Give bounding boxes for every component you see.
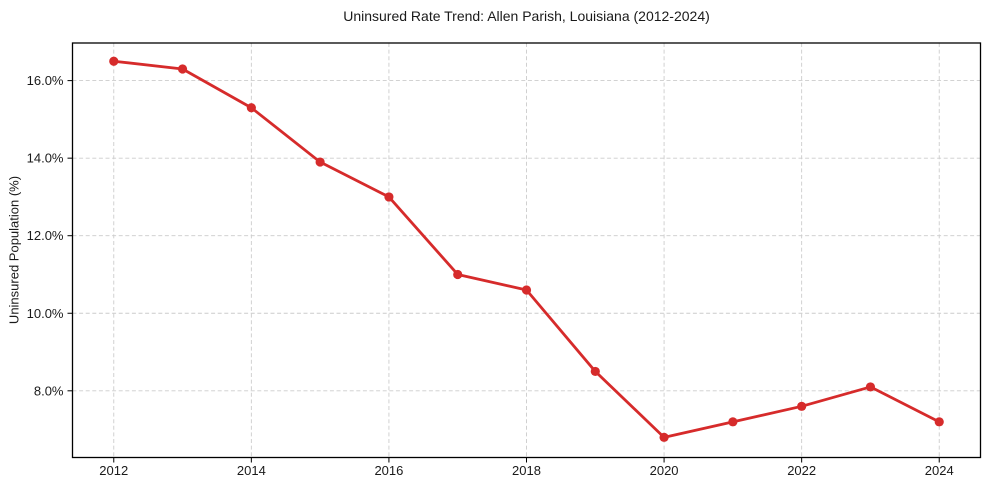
data-point bbox=[109, 56, 119, 66]
y-tick-label: 8.0% bbox=[34, 383, 64, 398]
y-tick-label: 10.0% bbox=[27, 306, 64, 321]
data-point bbox=[177, 64, 188, 74]
data-point bbox=[797, 401, 807, 411]
y-tick-label: 14.0% bbox=[27, 151, 64, 166]
x-tick-label: 2022 bbox=[787, 463, 816, 478]
data-point bbox=[453, 269, 463, 280]
x-tick-label: 2014 bbox=[237, 463, 266, 478]
data-point bbox=[246, 103, 256, 113]
x-tick-label: 2018 bbox=[512, 463, 541, 478]
data-point bbox=[728, 417, 738, 427]
data-point bbox=[521, 285, 532, 295]
chart-title: Uninsured Rate Trend: Allen Parish, Loui… bbox=[343, 8, 710, 24]
y-tick-label: 12.0% bbox=[27, 228, 64, 243]
x-tick-label: 2024 bbox=[925, 463, 954, 478]
data-point bbox=[384, 192, 394, 202]
data-point bbox=[315, 157, 325, 167]
x-tick-label: 2016 bbox=[374, 463, 403, 478]
x-tick-label: 2012 bbox=[99, 463, 128, 478]
x-tick-label: 2020 bbox=[650, 463, 679, 478]
axis-frame bbox=[71, 42, 982, 459]
data-point bbox=[934, 417, 944, 427]
data-point bbox=[590, 366, 600, 377]
data-point bbox=[865, 382, 876, 392]
y-tick-label: 16.0% bbox=[27, 73, 64, 88]
data-point bbox=[659, 432, 669, 442]
